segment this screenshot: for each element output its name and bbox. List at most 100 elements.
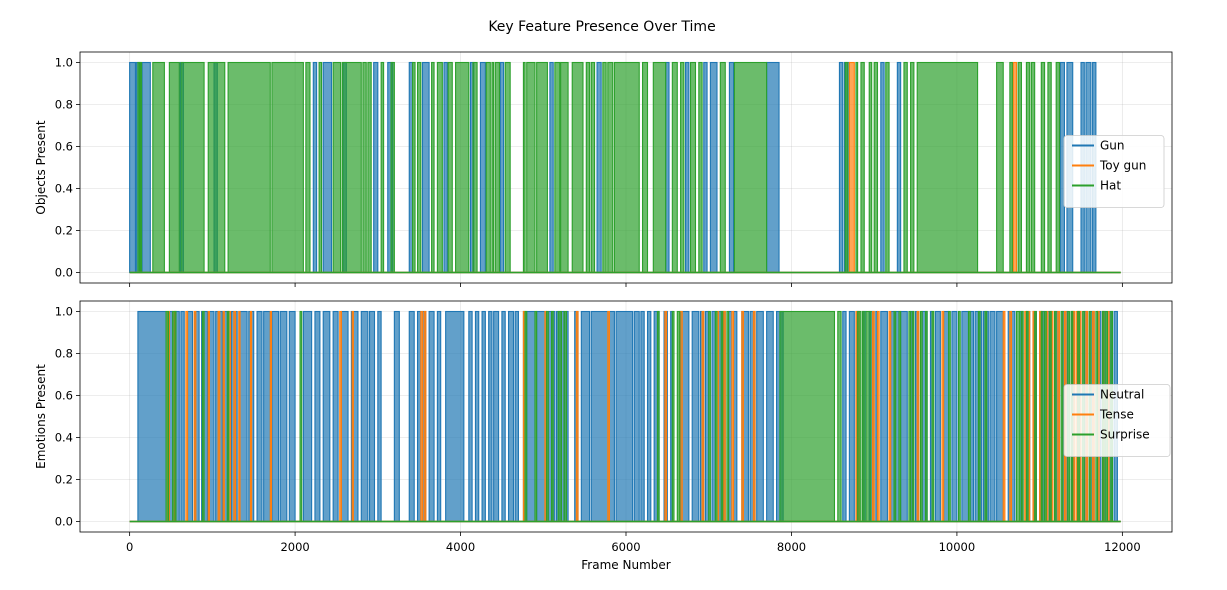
presence-bar	[728, 61, 735, 274]
presence-bar	[165, 310, 170, 523]
presence-bar	[848, 310, 855, 523]
presence-bar	[1049, 310, 1052, 523]
presence-bar	[339, 310, 342, 523]
presence-bar	[766, 61, 780, 274]
presence-bar	[664, 310, 668, 523]
presence-bar	[423, 310, 427, 523]
presence-bar	[351, 310, 354, 523]
presence-bar	[554, 61, 561, 274]
presence-bar	[186, 310, 194, 523]
presence-bar	[703, 61, 708, 274]
presence-bar	[222, 310, 225, 523]
presence-bar	[269, 310, 273, 523]
presence-bar	[720, 310, 724, 523]
presence-bar	[689, 61, 697, 274]
presence-bar	[838, 61, 844, 274]
presence-bar	[233, 310, 237, 523]
legend-entry: Neutral	[1100, 388, 1144, 402]
presence-bar	[671, 61, 678, 274]
legend-box	[1063, 384, 1171, 457]
presence-bar	[314, 310, 321, 523]
presence-bar	[680, 61, 685, 274]
presence-bar	[302, 310, 313, 523]
presence-bar	[607, 310, 611, 523]
presence-bar	[844, 61, 849, 274]
presence-bar	[141, 61, 151, 274]
presence-bar	[201, 310, 205, 523]
presence-bar	[1040, 61, 1046, 274]
presence-bar	[596, 61, 602, 274]
presence-bar	[263, 310, 271, 523]
presence-bar	[726, 310, 730, 523]
presence-bar	[180, 310, 185, 523]
presence-bar	[640, 310, 645, 523]
presence-bar	[193, 310, 197, 523]
presence-bar	[1020, 310, 1024, 523]
presence-bar	[546, 310, 549, 523]
presence-bar	[1060, 310, 1064, 523]
presence-bar	[226, 310, 230, 523]
presence-bar	[421, 61, 430, 274]
presence-bar	[698, 61, 703, 274]
presence-bar	[1034, 310, 1037, 523]
y-tick-label: 0.4	[55, 431, 73, 445]
presence-bar	[524, 310, 528, 523]
y-tick-label: 1.0	[55, 305, 73, 319]
presence-bar	[488, 310, 493, 523]
presence-bar	[931, 310, 935, 523]
presence-bar	[271, 310, 280, 523]
y-axis-label: Emotions Present	[34, 364, 48, 469]
presence-bar	[741, 310, 745, 523]
presence-bar	[958, 310, 961, 523]
presence-bar	[961, 310, 970, 523]
x-axis-label: Frame Number	[581, 558, 670, 572]
presence-bar	[560, 61, 569, 274]
presence-bar	[322, 310, 331, 523]
presence-bar	[152, 61, 165, 274]
presence-bar	[168, 61, 180, 274]
presence-bar	[288, 310, 296, 523]
presence-bar	[779, 310, 836, 523]
presence-bar	[943, 310, 950, 523]
presence-bar	[493, 310, 500, 523]
presence-bar	[491, 61, 495, 274]
presence-bar	[428, 310, 435, 523]
presence-bar	[412, 61, 416, 274]
presence-bar	[607, 61, 614, 274]
presence-bar	[377, 310, 382, 523]
presence-bar	[731, 310, 735, 523]
presence-bar	[368, 310, 376, 523]
presence-bar	[447, 61, 453, 274]
x-tick-label: 12000	[1104, 540, 1141, 554]
presence-bar	[360, 310, 369, 523]
presence-bar	[249, 310, 253, 523]
presence-bar	[571, 61, 584, 274]
presence-bar	[271, 61, 304, 274]
presence-bar	[873, 61, 879, 274]
presence-bar	[857, 310, 862, 523]
presence-bar	[499, 61, 505, 274]
presence-bar	[514, 310, 520, 523]
presence-bar	[536, 61, 548, 274]
presence-bar	[924, 310, 928, 523]
presence-bar	[903, 61, 908, 274]
presence-bar	[602, 61, 607, 274]
presence-bar	[468, 310, 473, 523]
y-tick-label: 0.2	[55, 224, 73, 238]
presence-bar	[837, 310, 842, 523]
presence-bar	[766, 310, 774, 523]
presence-bar	[373, 61, 379, 274]
presence-bar	[984, 310, 988, 523]
x-tick-label: 0	[126, 540, 133, 554]
presence-bar	[919, 310, 923, 523]
y-tick-label: 0.6	[55, 140, 73, 154]
presence-bar	[752, 310, 756, 523]
presence-bar	[1015, 310, 1021, 523]
presence-bar	[137, 61, 141, 274]
presence-bar	[534, 310, 538, 523]
presence-bar	[676, 310, 681, 523]
presence-bar	[733, 61, 768, 274]
presence-bar	[139, 61, 143, 274]
legend: Neutral Tense Surprise	[1063, 384, 1171, 457]
